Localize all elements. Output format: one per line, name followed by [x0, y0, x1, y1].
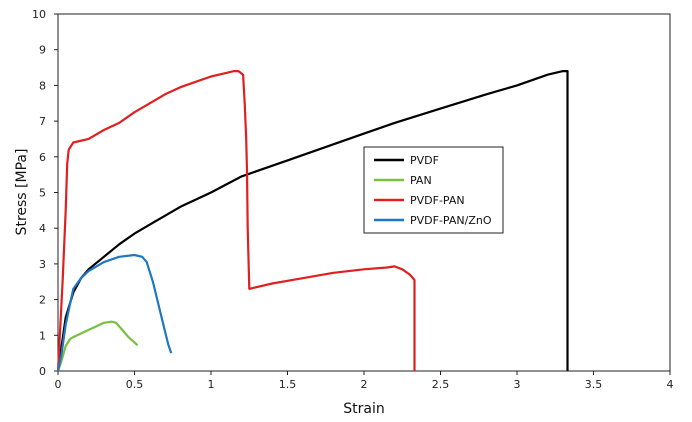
legend-label: PVDF-PAN	[410, 194, 465, 207]
y-tick-label: 5	[39, 187, 46, 200]
series-lines	[56, 69, 569, 372]
y-tick-label: 10	[32, 8, 46, 21]
y-tick-label: 7	[39, 115, 46, 128]
y-axis-ticks: 0 1 2 3 4 5 6 7 8 9 10	[32, 8, 58, 378]
x-tick-label: 0	[55, 378, 62, 391]
legend-items: PVDF PAN PVDF-PAN PVDF-PAN/ZnO	[374, 154, 492, 227]
x-tick-label: 0.5	[126, 378, 144, 391]
legend-label: PVDF	[410, 154, 439, 167]
y-tick-label: 9	[39, 44, 46, 57]
y-tick-label: 0	[39, 365, 46, 378]
x-axis-ticks: 0 0.5 1 1.5 2 2.5 3 3.5 4	[55, 371, 674, 391]
series-line-pan	[56, 320, 139, 372]
y-tick-label: 1	[39, 329, 46, 342]
y-tick-label: 4	[39, 222, 46, 235]
x-tick-label: 1	[208, 378, 215, 391]
y-tick-label: 6	[39, 151, 46, 164]
legend-box	[363, 146, 504, 234]
x-axis-title: Strain	[343, 401, 384, 417]
legend-label: PVDF-PAN/ZnO	[410, 214, 492, 227]
y-tick-label: 3	[39, 258, 46, 271]
legend: PVDF PAN PVDF-PAN PVDF-PAN/ZnO	[363, 146, 504, 234]
x-tick-label: 3	[514, 378, 521, 391]
y-axis-title: Stress [MPa]	[14, 149, 30, 236]
x-tick-label: 1.5	[279, 378, 297, 391]
y-tick-label: 8	[39, 79, 46, 92]
series-line-pvdf-pan	[56, 69, 416, 372]
legend-label: PAN	[410, 174, 432, 187]
x-tick-label: 2	[361, 378, 368, 391]
y-tick-label: 2	[39, 294, 46, 307]
x-tick-label: 4	[667, 378, 674, 391]
series-line-pvdf-pan-zno	[56, 253, 173, 372]
x-tick-label: 2.5	[432, 378, 450, 391]
x-tick-label: 3.5	[585, 378, 603, 391]
